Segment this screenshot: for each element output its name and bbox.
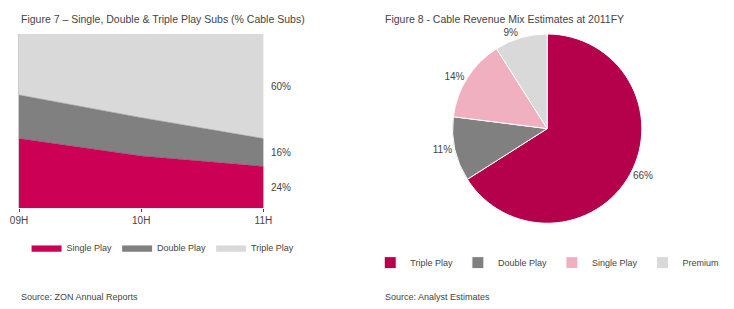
svg-text:Source: ZON Annual Reports: Source: ZON Annual Reports — [21, 292, 138, 302]
svg-text:14%: 14% — [444, 71, 464, 82]
svg-text:10H: 10H — [132, 215, 150, 226]
svg-text:Triple Play: Triple Play — [251, 243, 294, 253]
svg-text:Single Play: Single Play — [67, 243, 113, 253]
svg-text:Triple Play: Triple Play — [410, 258, 453, 268]
svg-text:Source: Analyst Estimates: Source: Analyst Estimates — [385, 292, 490, 302]
svg-text:11%: 11% — [433, 144, 452, 155]
svg-text:Double Play: Double Play — [498, 258, 547, 268]
svg-text:Premium: Premium — [682, 258, 718, 268]
svg-text:Single Play: Single Play — [592, 258, 638, 268]
svg-text:Double Play: Double Play — [157, 243, 206, 253]
svg-text:60%: 60% — [271, 81, 291, 92]
svg-text:24%: 24% — [271, 182, 291, 193]
svg-text:9%: 9% — [504, 27, 519, 38]
svg-text:16%: 16% — [271, 147, 291, 158]
svg-text:Figure 7 – Single, Double & Tr: Figure 7 – Single, Double & Triple Play … — [21, 13, 305, 25]
svg-text:09H: 09H — [10, 215, 28, 226]
svg-text:11H: 11H — [255, 215, 273, 226]
svg-text:66%: 66% — [633, 170, 653, 181]
svg-text:Figure 8 - Cable Revenue Mix E: Figure 8 - Cable Revenue Mix Estimates a… — [385, 13, 624, 25]
